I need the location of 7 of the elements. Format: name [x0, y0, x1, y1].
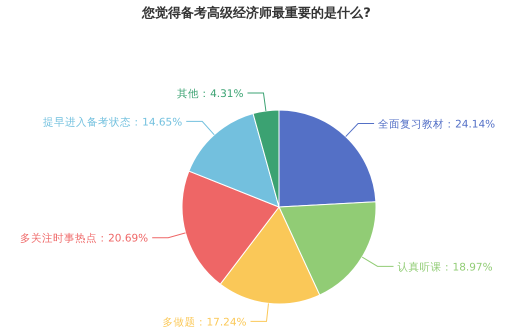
chart-title: 您觉得备考高级经济师最重要的是什么? — [141, 5, 371, 21]
slice-label: 多做题：17.24% — [162, 316, 247, 328]
slice-label: 认真听课：18.97% — [398, 260, 493, 274]
slice-label: 提早进入备考状态：14.65% — [43, 115, 182, 128]
slice-label: 其他：4.31% — [177, 87, 244, 100]
slice-label: 全面复习教材：24.14% — [378, 118, 496, 131]
slice-label: 多关注时事热点：20.69% — [20, 232, 148, 245]
